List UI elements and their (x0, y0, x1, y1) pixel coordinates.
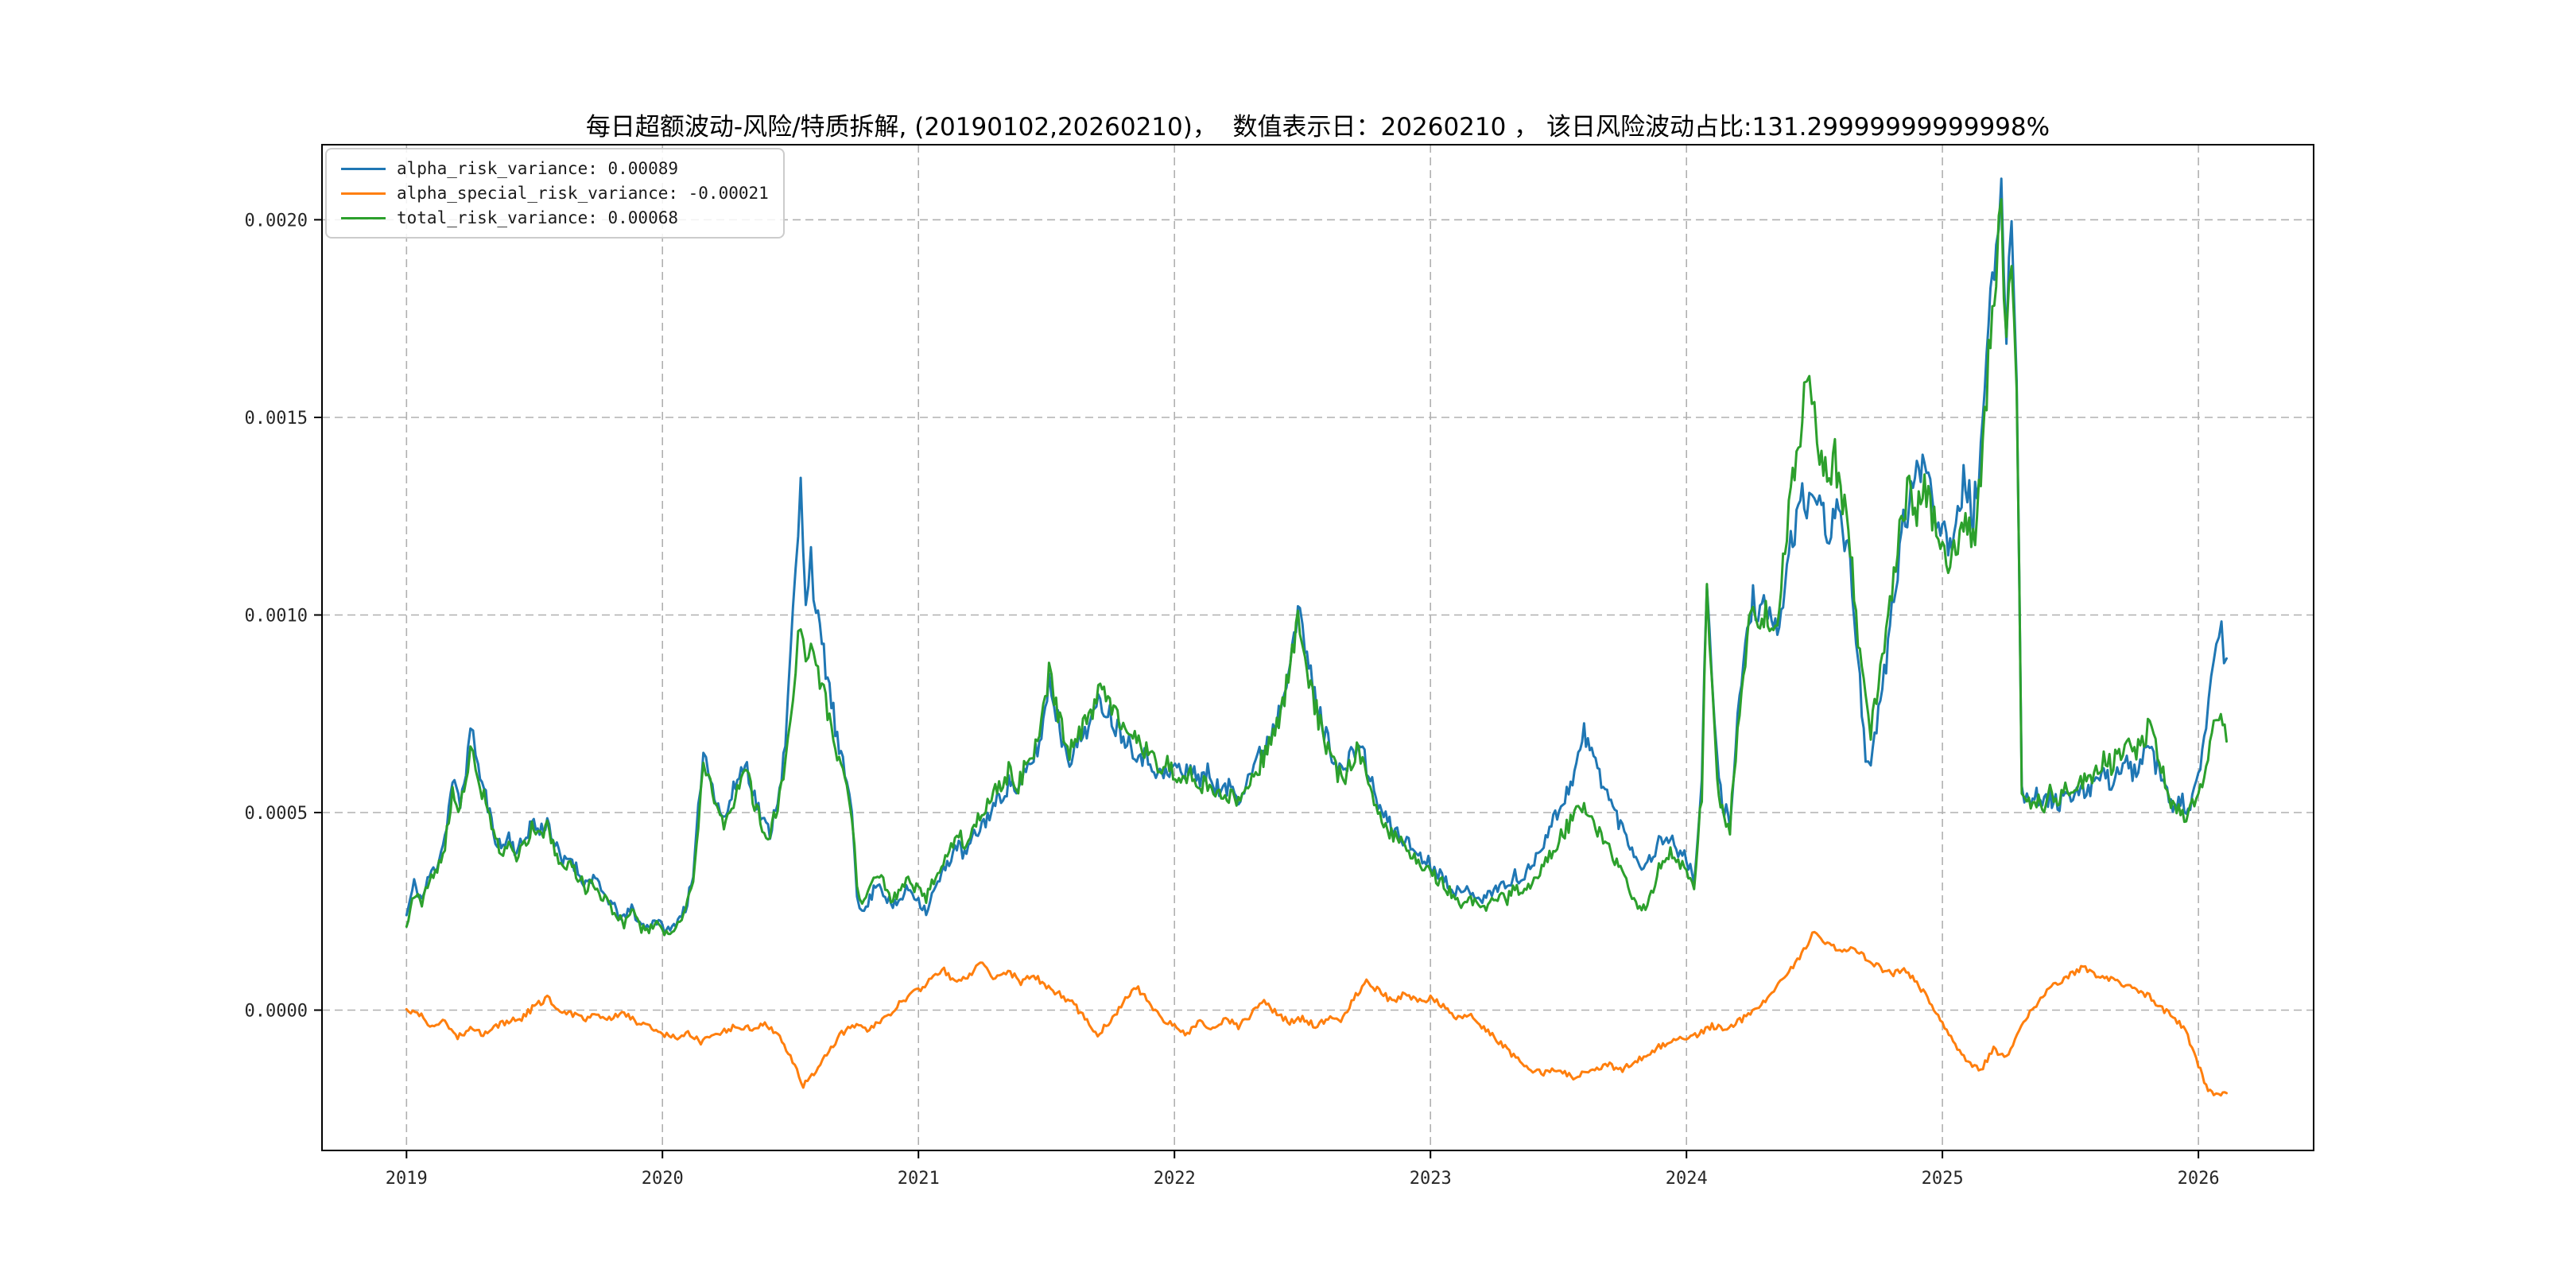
y-tick-label: 0.0000 (245, 1002, 308, 1022)
legend-item-alpha-special-risk-variance: alpha_special_risk_variance: -0.00021 (341, 184, 769, 203)
x-tick-label: 2026 (2178, 1169, 2220, 1189)
legend-line-swatch-orange (341, 192, 386, 195)
tick-marks (314, 219, 2200, 1158)
legend: alpha_risk_variance: 0.00089 alpha_speci… (325, 148, 785, 239)
x-tick-labels: 2019 2020 2021 2022 2023 2024 2025 2026 (386, 1169, 2220, 1189)
y-tick-label: 0.0020 (245, 211, 308, 231)
x-tick-label: 2024 (1666, 1169, 1708, 1189)
x-tick-label: 2019 (386, 1169, 428, 1189)
x-tick-label: 2023 (1410, 1169, 1452, 1189)
x-tick-label: 2025 (1922, 1169, 1964, 1189)
series-alpha_special_risk_variance (405, 930, 2228, 1097)
x-tick-label: 2022 (1154, 1169, 1196, 1189)
y-tick-labels: 0.0000 0.0005 0.0010 0.0015 0.0020 (245, 211, 308, 1021)
series-line-total_risk_variance (405, 198, 2228, 937)
x-tick-label: 2020 (642, 1169, 684, 1189)
x-tick-label: 2021 (898, 1169, 940, 1189)
legend-line-swatch-blue (341, 167, 386, 170)
plot-background (322, 145, 2314, 1150)
series-line-alpha_special_risk_variance (405, 930, 2228, 1097)
legend-label-total-risk-variance: total_risk_variance: 0.00068 (397, 208, 679, 227)
plot-border (321, 144, 2314, 1151)
y-tick-label: 0.0010 (245, 607, 308, 627)
chart-title: 每日超额波动-风险/特质拆解, (20190102,20260210)， 数值表… (585, 113, 2050, 142)
grid-lines (322, 145, 2314, 1150)
legend-label-alpha-risk-variance: alpha_risk_variance: 0.00089 (397, 159, 679, 178)
series-total_risk_variance (405, 198, 2228, 937)
y-tick-label: 0.0005 (245, 804, 308, 824)
legend-item-alpha-risk-variance: alpha_risk_variance: 0.00089 (341, 159, 769, 178)
legend-line-swatch-green (341, 216, 386, 219)
legend-item-total-risk-variance: total_risk_variance: 0.00068 (341, 208, 769, 227)
legend-label-alpha-special-risk-variance: alpha_special_risk_variance: -0.00021 (397, 184, 769, 203)
y-tick-label: 0.0015 (245, 409, 308, 429)
